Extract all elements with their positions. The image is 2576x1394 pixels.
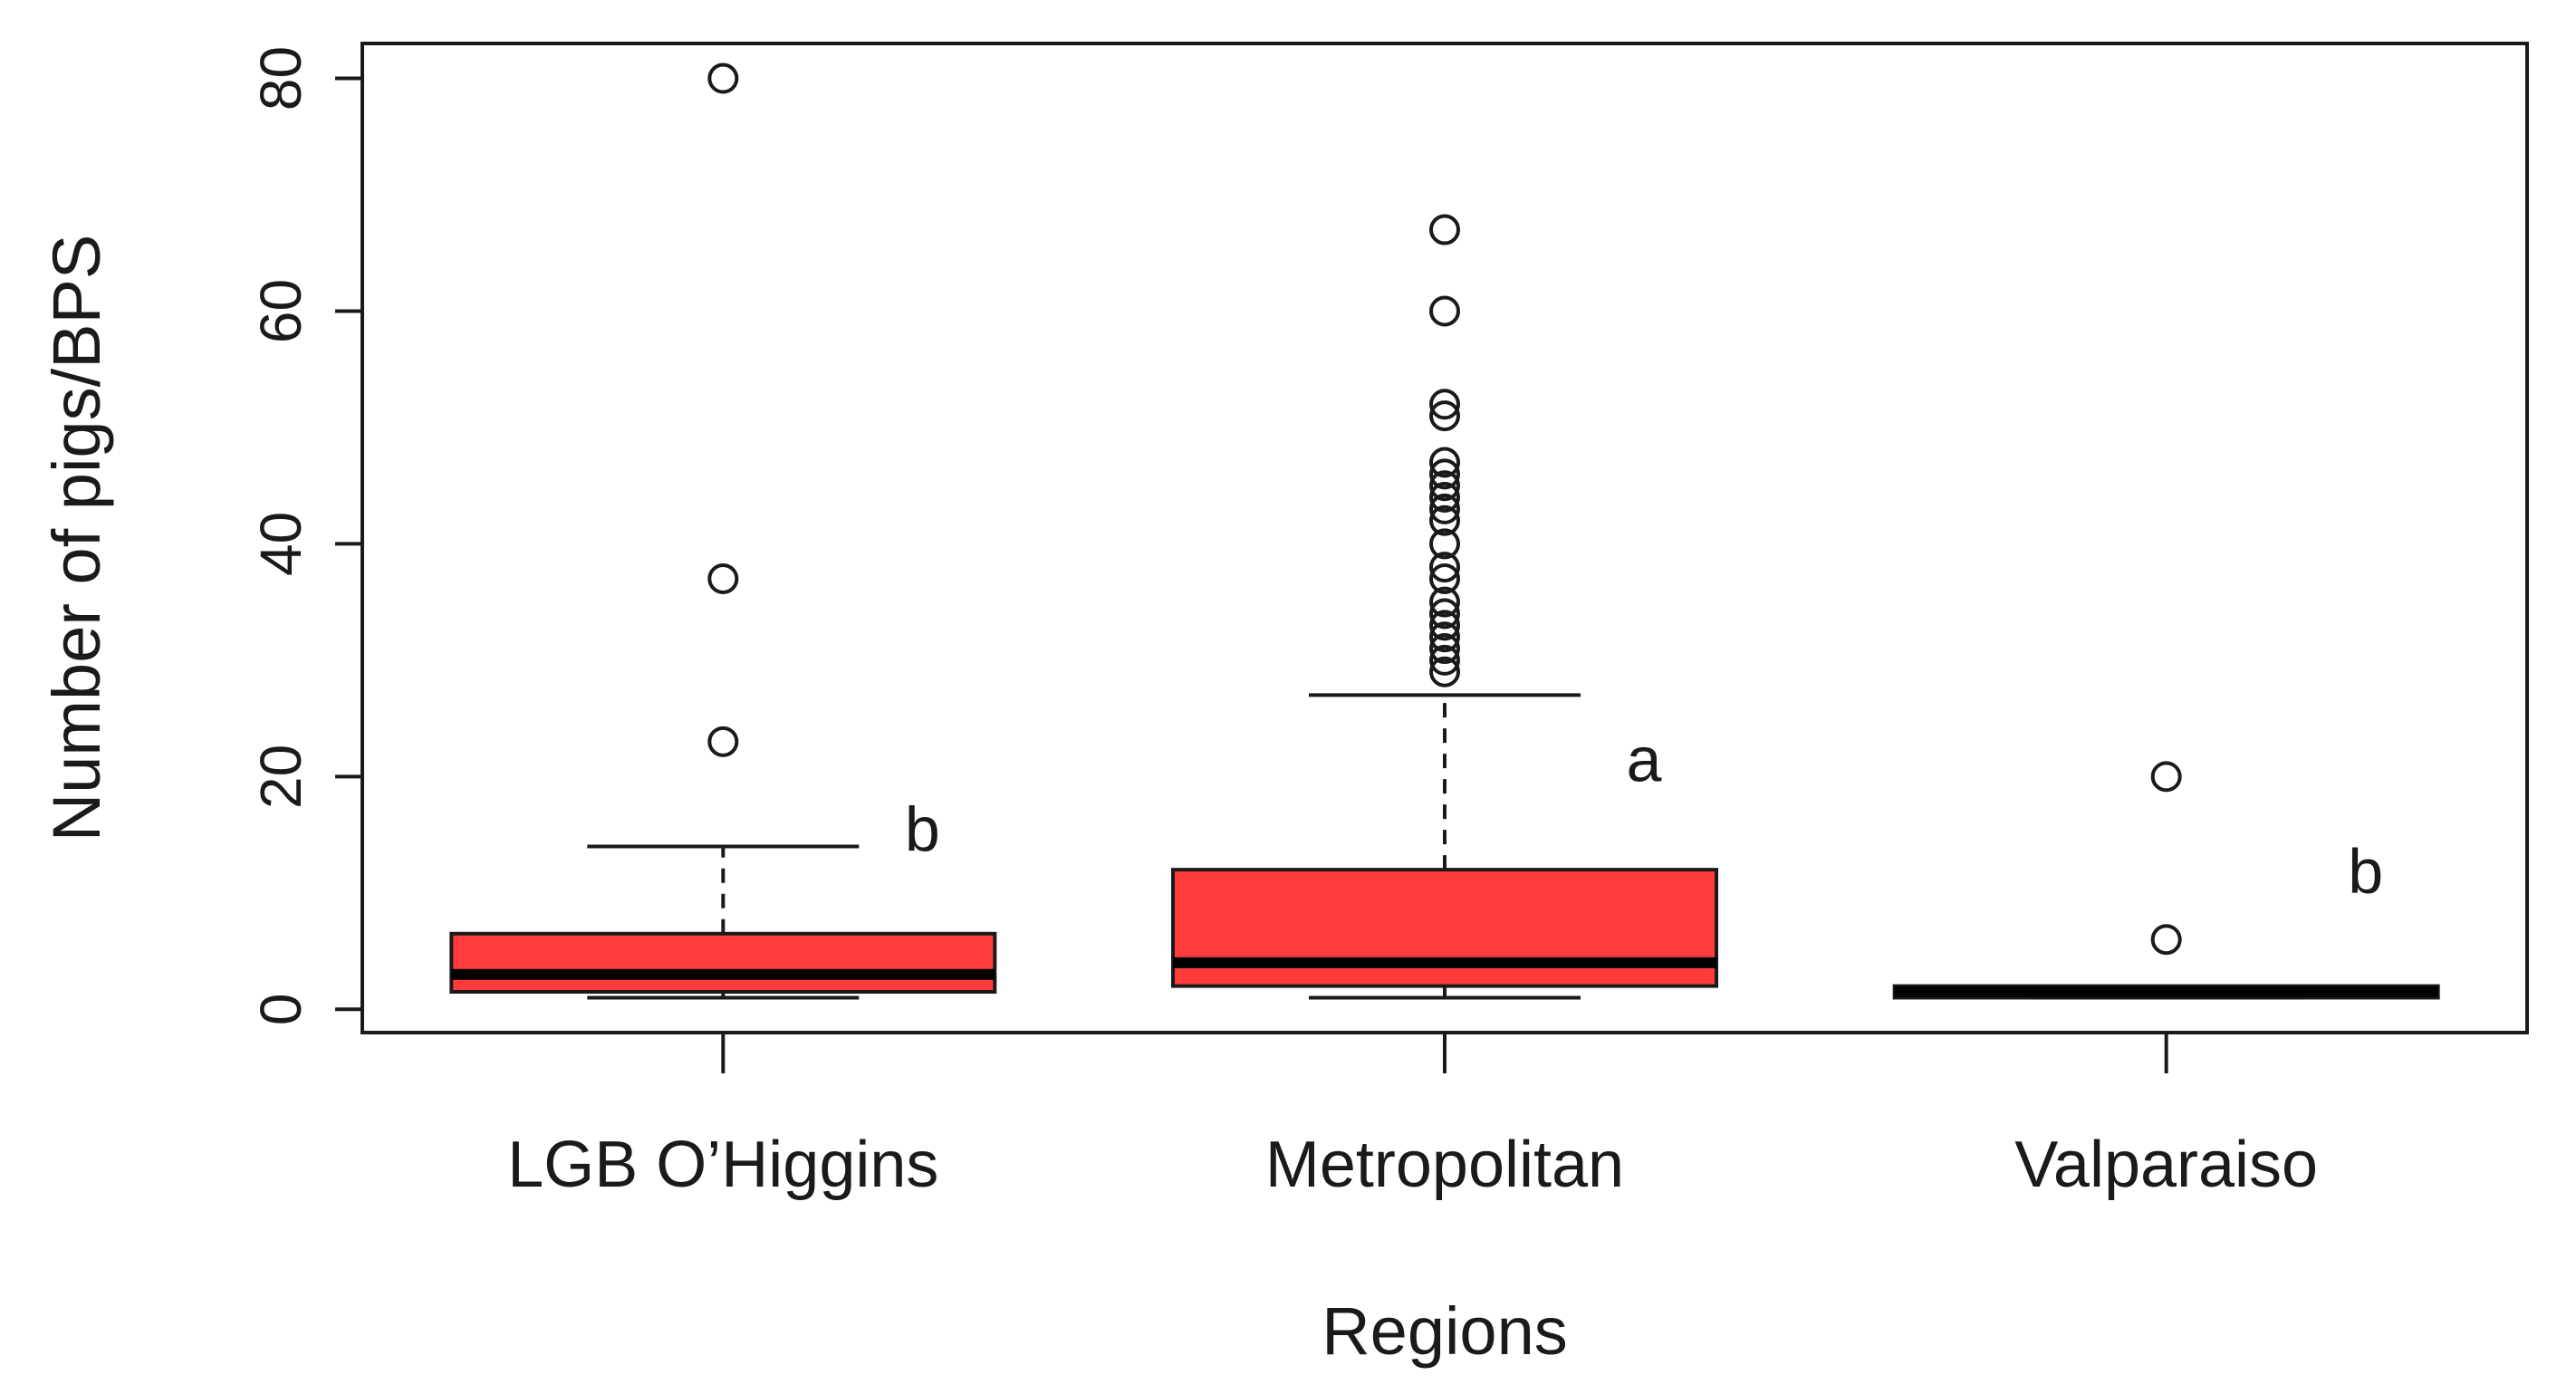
outlier-point bbox=[1429, 656, 1460, 687]
outlier-point bbox=[1429, 633, 1460, 665]
outlier-point bbox=[1429, 470, 1460, 502]
outlier-point bbox=[1429, 493, 1460, 524]
y-tick-label: 80 bbox=[248, 46, 313, 111]
outlier-point bbox=[1429, 482, 1460, 514]
significance-letter: b bbox=[905, 793, 940, 864]
outlier-point bbox=[1429, 528, 1460, 560]
outlier-point bbox=[1429, 400, 1460, 432]
outlier-point bbox=[1429, 447, 1460, 478]
outlier-point bbox=[707, 562, 739, 594]
outlier-point bbox=[1429, 586, 1460, 618]
x-category-label: LGB O’Higgins bbox=[507, 1129, 938, 1201]
outlier-point bbox=[1429, 598, 1460, 630]
outlier-point bbox=[707, 62, 739, 94]
x-category-label: Valparaiso bbox=[2014, 1129, 2318, 1201]
outlier-point bbox=[1429, 610, 1460, 641]
outlier-point bbox=[1429, 295, 1460, 327]
x-axis-title: Regions bbox=[1322, 1293, 1568, 1369]
outlier-point bbox=[2150, 924, 2182, 956]
y-tick-label: 40 bbox=[248, 512, 313, 576]
outlier-point bbox=[707, 726, 739, 757]
outlier-point bbox=[1429, 389, 1460, 420]
significance-letter: b bbox=[2348, 836, 2383, 907]
box-body bbox=[1171, 868, 1718, 988]
plot-area: 0 20 40 60 80 LGB O’Higgins Metropolitan Valpar… bbox=[248, 42, 2529, 1201]
outlier-point bbox=[1429, 214, 1460, 245]
outlier-point bbox=[1429, 621, 1460, 653]
outlier-point bbox=[1429, 505, 1460, 536]
significance-letter: a bbox=[1627, 724, 1662, 794]
outlier-point bbox=[1429, 562, 1460, 594]
box-body bbox=[449, 931, 997, 995]
y-tick-label: 20 bbox=[248, 745, 313, 809]
y-axis-title: Number of pigs/BPS bbox=[39, 235, 114, 841]
outlier-point bbox=[1429, 644, 1460, 676]
outlier-point bbox=[1429, 458, 1460, 490]
outlier-point bbox=[1429, 552, 1460, 583]
y-tick-label: 60 bbox=[248, 279, 313, 343]
outlier-point bbox=[2150, 761, 2182, 793]
x-category-label: Metropolitan bbox=[1265, 1129, 1624, 1201]
y-tick-label: 0 bbox=[248, 994, 313, 1026]
